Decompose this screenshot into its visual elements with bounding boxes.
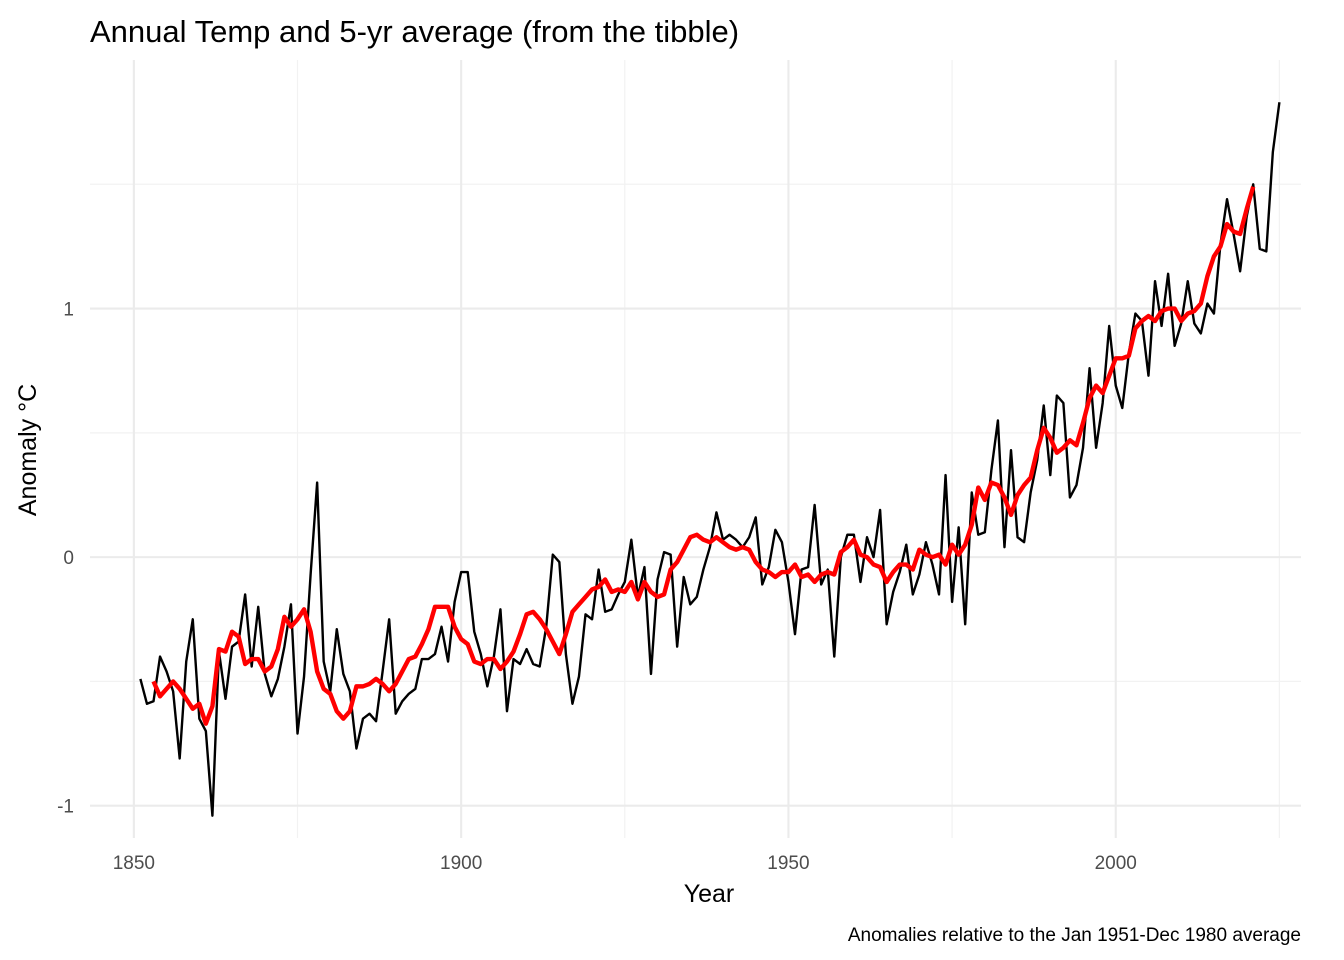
series-layer <box>139 102 1281 817</box>
x-tick-label: 2000 <box>1095 853 1137 874</box>
five-year-average-line <box>151 186 1256 726</box>
y-axis-title: Anomaly °C <box>14 384 42 516</box>
y-tick-label: 0 <box>63 548 74 569</box>
y-tick-label: 1 <box>63 300 74 321</box>
ticks-layer: 1850 1900 1950 2000 -1 0 1 <box>57 300 1137 874</box>
x-tick-label: 1900 <box>440 853 482 874</box>
x-tick-label: 1950 <box>767 853 809 874</box>
annual-temperature-line <box>139 102 1281 817</box>
y-tick-label: -1 <box>57 797 74 818</box>
grid <box>90 60 1301 838</box>
x-axis-title: Year <box>684 880 735 908</box>
chart-caption: Anomalies relative to the Jan 1951-Dec 1… <box>848 925 1301 946</box>
chart-title: Annual Temp and 5-yr average (from the t… <box>90 14 739 49</box>
x-tick-label: 1850 <box>113 853 155 874</box>
